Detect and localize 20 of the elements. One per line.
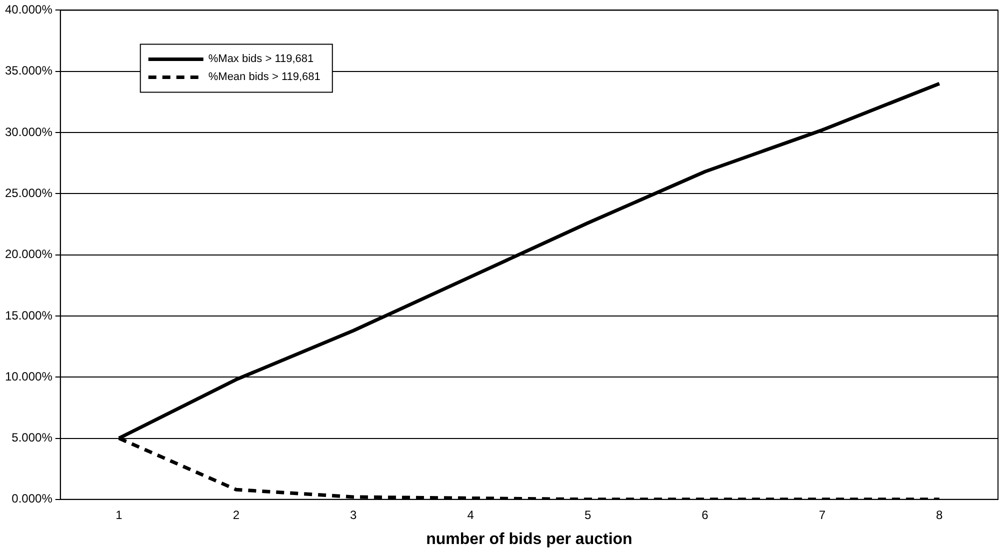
y-tick-label: 35.000% [5, 64, 53, 78]
legend-label: %Max bids > 119,681 [208, 53, 314, 66]
x-tick-label: 5 [584, 508, 592, 522]
y-tick-label: 5.000% [12, 430, 53, 445]
y-tick-label: 40.000% [5, 2, 53, 17]
x-tick-label: 7 [818, 508, 826, 522]
y-tick-label: 25.000% [5, 186, 53, 200]
x-tick-label: 3 [350, 508, 358, 522]
legend-label: %Mean bids > 119,681 [208, 71, 320, 84]
y-tick-label: 10.000% [5, 369, 53, 384]
y-tick-label: 20.000% [5, 247, 53, 262]
x-tick-label: 1 [116, 508, 123, 522]
x-tick-label: 2 [232, 508, 240, 522]
x-axis-title: number of bids per auction [426, 530, 632, 548]
y-tick-label: 15.000% [5, 308, 53, 322]
x-tick-label: 4 [467, 508, 474, 522]
x-tick-label: 8 [936, 508, 944, 522]
y-tick-label: 30.000% [5, 124, 53, 139]
x-tick-label: 6 [702, 508, 709, 522]
y-tick-label: 0.000% [12, 492, 53, 506]
